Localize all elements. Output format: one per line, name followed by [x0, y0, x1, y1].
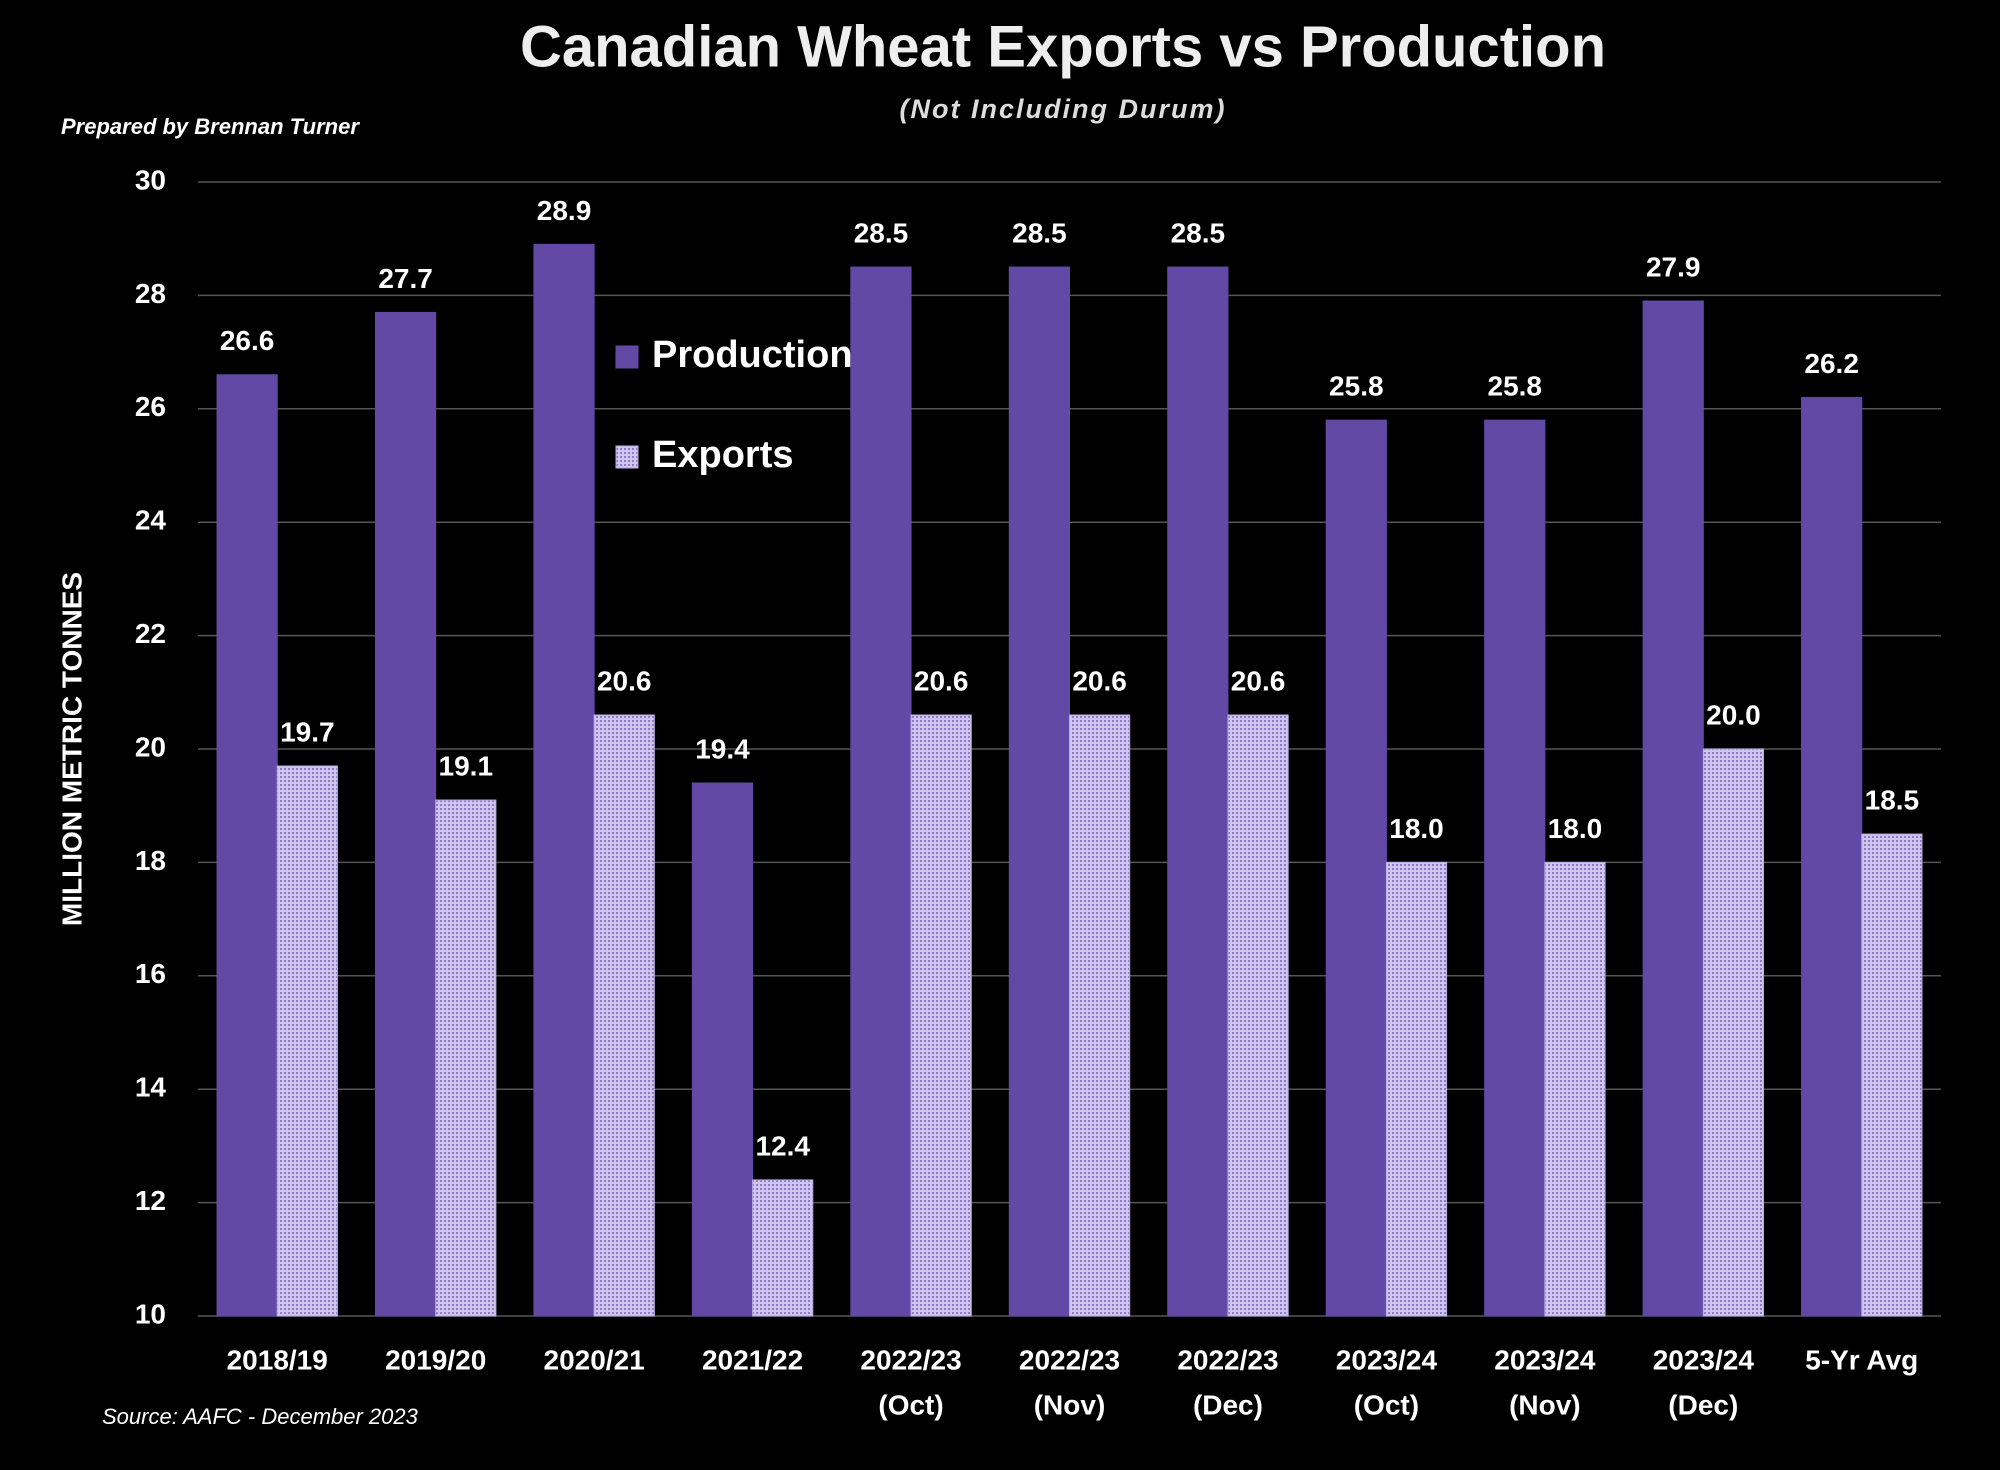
x-tick-label: (Oct): [1354, 1389, 1419, 1420]
x-tick-label: 2020/21: [544, 1344, 645, 1375]
y-tick-label: 22: [135, 618, 166, 649]
bar: [1069, 714, 1131, 1317]
x-tick-label: 2021/22: [702, 1344, 803, 1375]
bar: [1227, 714, 1289, 1317]
y-tick-label: 30: [135, 164, 166, 195]
value-label: 20.6: [1072, 665, 1127, 696]
value-label: 25.8: [1488, 371, 1543, 402]
bar: [374, 311, 437, 1317]
chart-title: Canadian Wheat Exports vs Production: [520, 14, 1606, 79]
author-note: Prepared by Brennan Turner: [61, 114, 360, 139]
legend-swatch: [615, 345, 639, 369]
y-tick-label: 10: [135, 1298, 166, 1329]
x-tick-label: (Dec): [1193, 1389, 1263, 1420]
legend-swatch: [615, 445, 639, 469]
x-tick-label: 2023/24: [1653, 1344, 1755, 1375]
value-label: 20.6: [914, 665, 969, 696]
y-tick-label: 14: [135, 1072, 167, 1103]
value-label: 18.0: [1548, 813, 1603, 844]
x-tick-label: 5-Yr Avg: [1805, 1344, 1918, 1375]
bar: [1008, 266, 1071, 1317]
bar: [850, 266, 912, 1317]
value-label: 20.0: [1706, 699, 1761, 730]
value-label: 19.1: [439, 750, 494, 781]
x-tick-label: 2023/24: [1494, 1344, 1596, 1375]
value-label: 26.2: [1804, 348, 1859, 379]
bar: [691, 782, 754, 1317]
bar: [276, 765, 338, 1317]
bar: [435, 799, 497, 1317]
bar: [1385, 861, 1448, 1317]
y-tick-label: 16: [135, 958, 166, 989]
value-label: 25.8: [1329, 371, 1384, 402]
bar: [752, 1179, 814, 1317]
value-label: 28.9: [537, 195, 592, 226]
y-tick-label: 28: [135, 278, 166, 309]
value-label: 20.6: [1231, 665, 1286, 696]
y-axis-label: MILLION METRIC TONNES: [56, 572, 87, 926]
value-label: 27.7: [378, 263, 433, 294]
y-tick-label: 20: [135, 731, 166, 762]
x-tick-label: 2022/23: [1019, 1344, 1120, 1375]
value-label: 28.5: [1171, 217, 1226, 248]
x-tick-label: 2018/19: [227, 1344, 328, 1375]
bar: [216, 374, 278, 1317]
source-note: Source: AAFC - December 2023: [102, 1404, 419, 1429]
value-label: 19.4: [695, 733, 750, 764]
value-label: 18.0: [1389, 813, 1444, 844]
chart-subtitle: (Not Including Durum): [900, 94, 1227, 124]
legend-label: Production: [652, 334, 853, 376]
bar: [593, 714, 655, 1317]
value-label: 20.6: [597, 665, 652, 696]
y-tick-label: 26: [135, 391, 166, 422]
y-tick-label: 24: [135, 505, 167, 536]
x-tick-label: 2019/20: [385, 1344, 486, 1375]
x-tick-label: 2022/23: [860, 1344, 961, 1375]
x-tick-label: (Dec): [1668, 1389, 1738, 1420]
legend-label: Exports: [652, 434, 793, 476]
bar: [1801, 396, 1863, 1317]
value-label: 12.4: [755, 1130, 810, 1161]
y-tick-label: 12: [135, 1185, 166, 1216]
x-tick-label: 2023/24: [1336, 1344, 1438, 1375]
x-tick-label: (Oct): [878, 1389, 943, 1420]
bar: [1544, 861, 1606, 1317]
bar: [1325, 419, 1387, 1317]
value-label: 26.6: [220, 325, 275, 356]
x-tick-label: (Nov): [1034, 1389, 1106, 1420]
value-label: 18.5: [1865, 784, 1920, 815]
bar: [1861, 833, 1923, 1317]
value-label: 28.5: [854, 217, 909, 248]
x-tick-label: 2022/23: [1177, 1344, 1278, 1375]
bar: [1484, 419, 1546, 1317]
bar: [1702, 748, 1765, 1317]
bar: [533, 243, 595, 1317]
value-label: 19.7: [280, 716, 335, 747]
value-label: 27.9: [1646, 251, 1701, 282]
bar: [1642, 300, 1704, 1317]
bar: [1167, 266, 1229, 1317]
x-tick-label: (Nov): [1509, 1389, 1581, 1420]
y-tick-label: 18: [135, 845, 166, 876]
value-label: 28.5: [1012, 217, 1067, 248]
bar: [910, 714, 972, 1317]
